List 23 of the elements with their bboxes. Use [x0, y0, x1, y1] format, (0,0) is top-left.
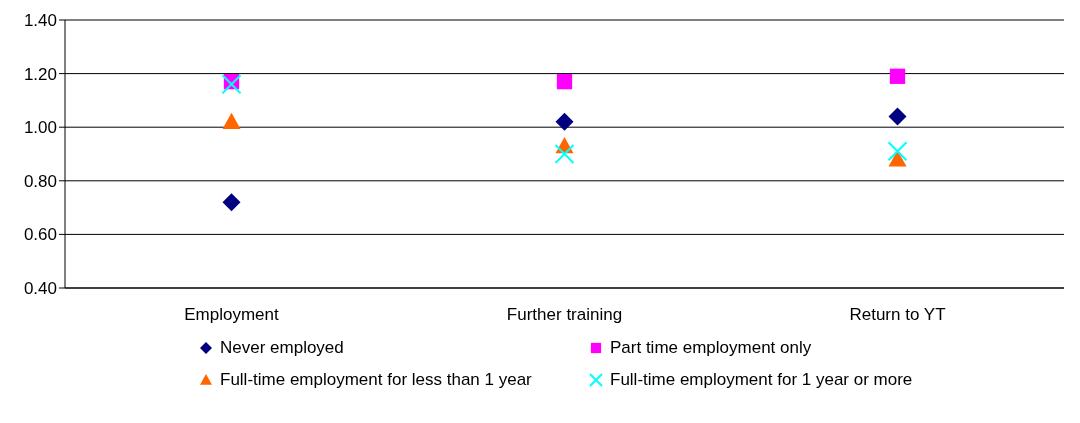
point — [222, 112, 241, 130]
y-tick-label: 1.20 — [23, 64, 57, 84]
point — [889, 68, 906, 84]
y-tick-label: 0.80 — [23, 171, 57, 191]
y-tick-label: 1.00 — [23, 118, 57, 138]
point — [556, 73, 573, 90]
point — [888, 107, 907, 126]
point — [888, 150, 907, 167]
x-tick-label: Return to YT — [849, 305, 946, 325]
x-tick-label: Further training — [506, 305, 623, 325]
point — [554, 144, 575, 164]
point — [887, 141, 908, 162]
point — [222, 193, 241, 212]
legend-label: Full-time employment for 1 year or more — [610, 370, 913, 390]
point — [221, 74, 242, 95]
legend-label: Part time employment only — [610, 338, 812, 358]
y-tick-label: 0.40 — [23, 279, 57, 299]
x-tick-label: Employment — [184, 305, 280, 325]
point — [555, 112, 574, 131]
y-tick-label: 1.40 — [23, 11, 57, 31]
legend-label: Full-time employment for less than 1 year — [220, 370, 532, 390]
y-tick-label: 0.60 — [23, 225, 57, 245]
legend-label: Never employed — [220, 338, 344, 358]
